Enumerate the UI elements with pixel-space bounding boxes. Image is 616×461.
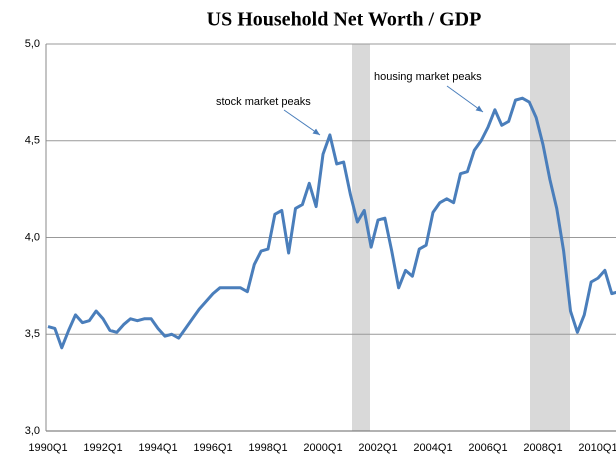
x-tick-label: 1992Q1 xyxy=(83,442,122,454)
x-tick-label: 2008Q1 xyxy=(523,442,562,454)
x-tick-label: 2002Q1 xyxy=(358,442,397,454)
y-tick-label: 4,0 xyxy=(25,231,40,243)
y-tick-label: 4,5 xyxy=(25,135,40,147)
x-tick-label: 1994Q1 xyxy=(138,442,177,454)
grid xyxy=(46,43,616,432)
annotation-arrow xyxy=(283,109,321,136)
chart-title: US Household Net Worth / GDP xyxy=(207,9,482,31)
x-tick-label: 2000Q1 xyxy=(303,442,342,454)
x-tick-label: 1990Q1 xyxy=(28,442,67,454)
data-line xyxy=(47,96,616,350)
x-tick-label: 1998Q1 xyxy=(248,442,287,454)
x-tick-label: 2006Q1 xyxy=(468,442,507,454)
x-tick-label: 2004Q1 xyxy=(413,442,452,454)
lines xyxy=(47,96,616,350)
annotation: housing market peaks xyxy=(374,71,482,83)
x-tick-label: 1996Q1 xyxy=(193,442,232,454)
x-tick-label: 2010Q1 xyxy=(578,442,616,454)
y-tick-label: 3,5 xyxy=(25,328,40,340)
y-tick-label: 3,0 xyxy=(25,425,40,437)
annotation: stock market peaks xyxy=(216,96,311,108)
y-tick-label: 5,0 xyxy=(25,38,40,50)
annotation-arrow xyxy=(446,85,484,113)
